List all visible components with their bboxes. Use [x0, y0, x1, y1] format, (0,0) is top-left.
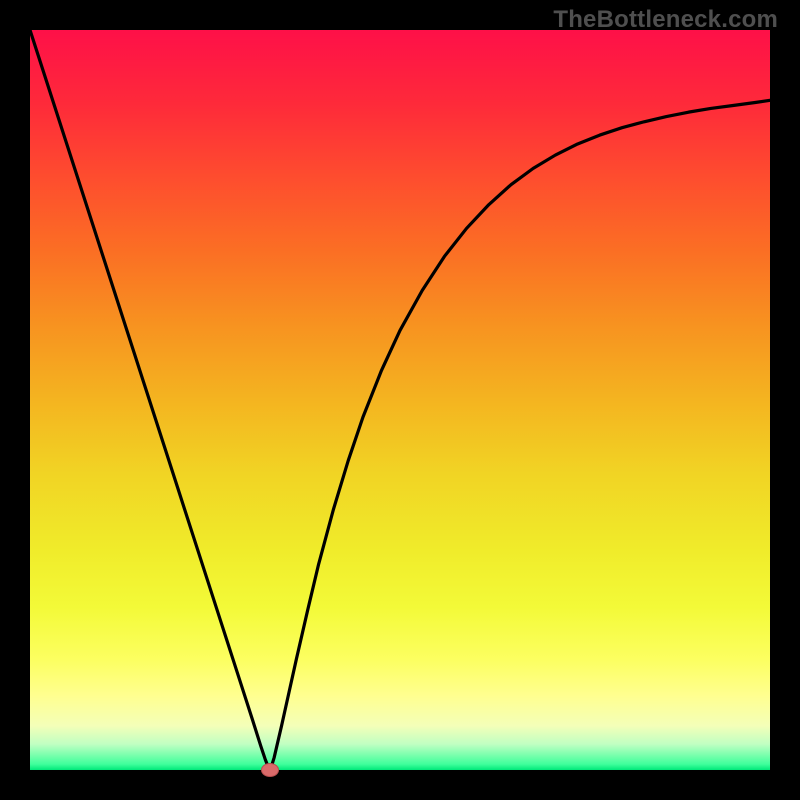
gradient-plot-area: [30, 30, 770, 770]
watermark-text: TheBottleneck.com: [553, 6, 778, 34]
optimal-point-marker: [261, 763, 279, 777]
chart-stage: TheBottleneck.com: [0, 0, 800, 800]
